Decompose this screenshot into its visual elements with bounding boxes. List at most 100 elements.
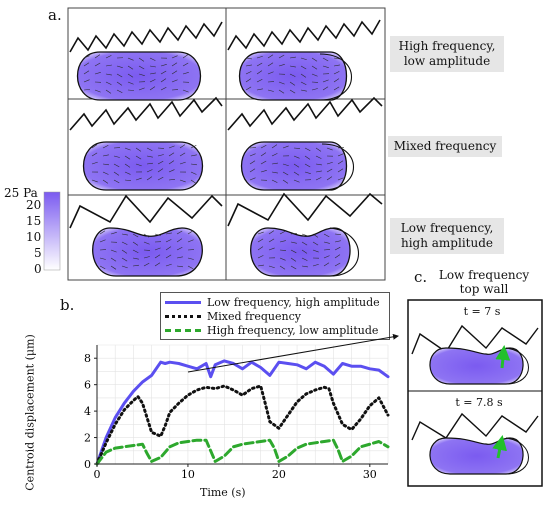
flow-arrow bbox=[249, 153, 256, 157]
flow-arrow bbox=[176, 265, 183, 268]
flow-arrow bbox=[257, 238, 264, 243]
flow-arrow bbox=[333, 71, 340, 75]
legend-swatch-dashed bbox=[165, 328, 201, 332]
cell-row3-left bbox=[69, 194, 223, 277]
flow-arrow bbox=[278, 54, 285, 59]
flow-arrow bbox=[143, 256, 150, 259]
flow-arrow bbox=[102, 144, 109, 149]
flow-arrow bbox=[187, 257, 194, 260]
flow-arrow bbox=[300, 89, 307, 92]
panel-c-title: Low frequency top wall bbox=[428, 268, 540, 296]
flow-arrow bbox=[149, 86, 156, 91]
flow-arrow bbox=[182, 89, 189, 93]
flow-arrow bbox=[160, 63, 167, 67]
flow-arrow bbox=[127, 81, 134, 85]
legend-label: High frequency, low amplitude bbox=[207, 323, 379, 337]
flow-arrow bbox=[176, 238, 183, 243]
flow-arrow bbox=[116, 73, 123, 78]
flow-arrow bbox=[168, 152, 175, 157]
flow-arrow bbox=[157, 176, 164, 181]
legend-item-high-freq: High frequency, low amplitude bbox=[161, 323, 389, 337]
flow-arrow bbox=[138, 65, 145, 70]
flow-arrow bbox=[132, 257, 139, 260]
cell-row1-right bbox=[227, 19, 381, 101]
y-axis-label: Centroid displacement (μm) bbox=[23, 334, 37, 491]
flow-arrow bbox=[154, 233, 161, 236]
flow-arrow bbox=[267, 54, 274, 59]
row-label-3-line1: Low frequency, bbox=[400, 221, 494, 235]
flow-arrow bbox=[124, 155, 131, 160]
flow-arrow bbox=[337, 160, 344, 165]
flow-arrow bbox=[102, 179, 109, 184]
flow-arrow bbox=[337, 147, 345, 149]
flow-arrow bbox=[99, 239, 106, 243]
flow-arrow bbox=[165, 254, 172, 259]
flow-arrow bbox=[187, 239, 194, 243]
flow-arrow bbox=[168, 160, 175, 165]
y-axis-label-wrap: Centroid displacement (μm) bbox=[20, 334, 37, 504]
flow-arrow bbox=[289, 65, 296, 68]
callout-arrow bbox=[187, 333, 399, 373]
flow-arrow bbox=[334, 233, 341, 236]
flow-arrow bbox=[132, 249, 139, 254]
flow-arrow bbox=[182, 72, 189, 75]
chart-legend: Low frequency, high amplitude Mixed freq… bbox=[160, 292, 390, 340]
flow-arrow bbox=[138, 57, 145, 62]
flow-arrow bbox=[293, 147, 301, 149]
flow-arrow bbox=[322, 79, 329, 83]
flow-arrow bbox=[279, 249, 287, 251]
flow-arrow bbox=[135, 163, 142, 167]
flow-arrow bbox=[121, 233, 128, 236]
flow-arrow bbox=[337, 153, 344, 157]
flow-arrow bbox=[311, 88, 318, 91]
y-tick-label: 4 bbox=[84, 405, 91, 418]
flow-arrow bbox=[293, 179, 300, 183]
flow-arrow bbox=[83, 62, 90, 67]
flow-arrow bbox=[127, 57, 134, 61]
flow-arrow bbox=[190, 171, 197, 175]
row-label-1-line2: low amplitude bbox=[403, 54, 491, 68]
flow-arrow bbox=[182, 62, 189, 67]
flow-arrow bbox=[102, 154, 109, 157]
colorbar bbox=[43, 191, 61, 271]
flow-arrow bbox=[282, 179, 289, 184]
flow-arrow bbox=[268, 265, 275, 269]
flow-arrow bbox=[94, 72, 101, 75]
flow-arrow bbox=[315, 170, 322, 173]
flow-arrow bbox=[105, 73, 112, 76]
flow-arrow bbox=[124, 179, 131, 182]
flow-arrow bbox=[110, 232, 117, 235]
flow-arrow bbox=[256, 62, 263, 67]
colorbar-tick: 10 bbox=[26, 230, 42, 244]
flow-arrow bbox=[190, 154, 197, 157]
flow-arrow bbox=[245, 78, 252, 83]
flow-arrow bbox=[282, 163, 289, 167]
flow-arrow bbox=[154, 262, 161, 267]
flow-arrow bbox=[289, 56, 296, 59]
flow-arrow bbox=[256, 88, 263, 91]
flow-arrow bbox=[300, 73, 307, 78]
flow-arrow bbox=[257, 255, 264, 259]
colorbar-tick: 20 bbox=[26, 198, 42, 212]
flow-arrow bbox=[149, 79, 156, 83]
series-line-1 bbox=[95, 359, 390, 466]
flow-arrow bbox=[304, 171, 311, 174]
flow-arrow bbox=[304, 147, 311, 152]
flow-arrow bbox=[257, 264, 264, 267]
flow-arrow bbox=[301, 257, 308, 261]
flow-arrow bbox=[293, 155, 300, 159]
panel-a-grid bbox=[43, 7, 386, 281]
flow-arrow bbox=[160, 86, 167, 91]
cell-row1-left bbox=[69, 21, 223, 101]
row-label-3-line2: high amplitude bbox=[400, 236, 493, 250]
flow-arrow bbox=[293, 163, 300, 168]
flow-arrow bbox=[124, 171, 131, 175]
flow-arrow bbox=[132, 233, 139, 238]
flow-arrow bbox=[116, 89, 123, 94]
flow-arrow bbox=[165, 232, 172, 235]
flow-arrow bbox=[271, 179, 278, 183]
flow-arrow bbox=[187, 230, 194, 235]
flow-arrow bbox=[182, 54, 189, 59]
flow-arrow bbox=[290, 241, 297, 244]
flow-arrow bbox=[121, 249, 128, 254]
